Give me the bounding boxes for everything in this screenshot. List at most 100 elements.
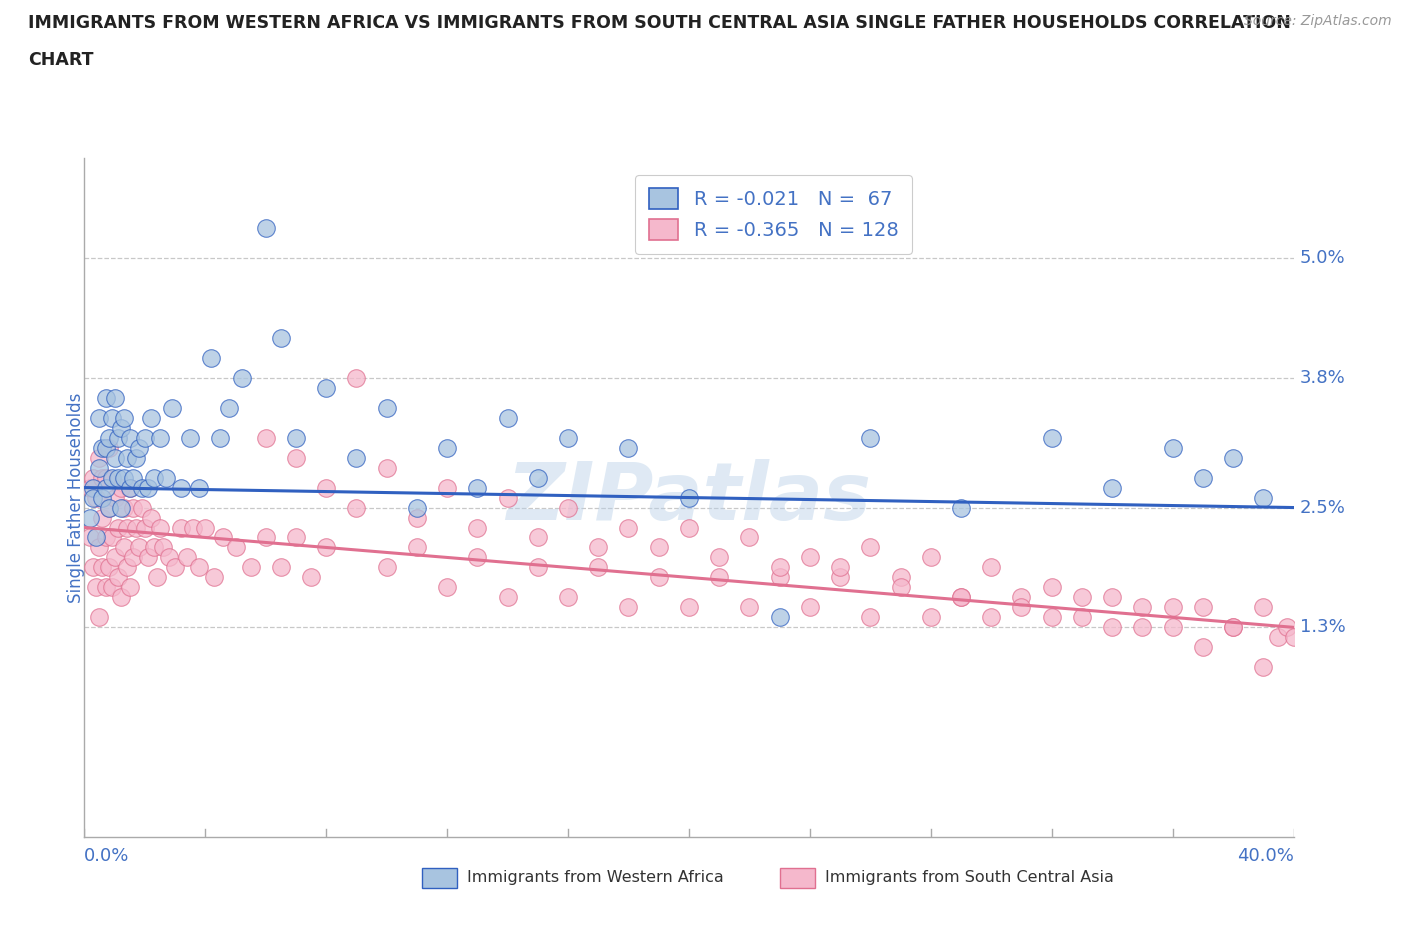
Point bbox=[91, 440, 114, 455]
Point bbox=[738, 530, 761, 545]
Point bbox=[112, 540, 135, 555]
Point bbox=[799, 600, 821, 615]
Point bbox=[97, 560, 120, 575]
Text: 2.5%: 2.5% bbox=[1299, 498, 1346, 516]
Point bbox=[617, 440, 640, 455]
Point bbox=[1222, 450, 1244, 465]
Point bbox=[94, 391, 117, 405]
Point bbox=[406, 540, 429, 555]
Point bbox=[709, 550, 731, 565]
Point bbox=[496, 410, 519, 425]
Point bbox=[467, 550, 489, 565]
Point bbox=[146, 570, 169, 585]
Point bbox=[647, 540, 671, 555]
Point bbox=[1130, 620, 1153, 635]
Point bbox=[136, 550, 159, 565]
Point bbox=[89, 610, 111, 625]
Point bbox=[270, 330, 292, 345]
Point bbox=[107, 570, 129, 585]
Point bbox=[830, 570, 852, 585]
Point bbox=[212, 530, 235, 545]
Point bbox=[1101, 620, 1123, 635]
Point bbox=[170, 520, 193, 535]
Point bbox=[118, 480, 141, 495]
Text: 40.0%: 40.0% bbox=[1237, 846, 1294, 865]
Point bbox=[315, 480, 337, 495]
Point bbox=[200, 351, 222, 365]
Point bbox=[112, 471, 135, 485]
Point bbox=[1071, 610, 1094, 625]
Point bbox=[588, 540, 610, 555]
Point bbox=[115, 450, 138, 465]
Point bbox=[89, 460, 111, 475]
Point bbox=[346, 500, 368, 515]
Point bbox=[346, 450, 368, 465]
Point bbox=[920, 550, 942, 565]
Text: 1.3%: 1.3% bbox=[1299, 618, 1346, 636]
Point bbox=[859, 540, 882, 555]
Point bbox=[1222, 620, 1244, 635]
Point bbox=[1040, 580, 1063, 595]
Point bbox=[406, 510, 429, 525]
Point bbox=[1251, 490, 1274, 505]
Point bbox=[79, 510, 101, 525]
Point bbox=[678, 490, 700, 505]
Point bbox=[188, 560, 211, 575]
Point bbox=[170, 480, 193, 495]
Text: CHART: CHART bbox=[28, 51, 94, 69]
Point bbox=[118, 480, 141, 495]
Point bbox=[134, 431, 156, 445]
Point bbox=[830, 560, 852, 575]
Point bbox=[179, 431, 201, 445]
Point bbox=[375, 400, 398, 415]
Point bbox=[97, 431, 120, 445]
Point bbox=[94, 530, 117, 545]
Point bbox=[107, 471, 129, 485]
Point bbox=[617, 600, 640, 615]
Point bbox=[91, 471, 114, 485]
Point bbox=[110, 590, 132, 604]
Point bbox=[270, 560, 292, 575]
Text: IMMIGRANTS FROM WESTERN AFRICA VS IMMIGRANTS FROM SOUTH CENTRAL ASIA SINGLE FATH: IMMIGRANTS FROM WESTERN AFRICA VS IMMIGR… bbox=[28, 14, 1291, 32]
Point bbox=[225, 540, 247, 555]
Point bbox=[1161, 620, 1184, 635]
Point bbox=[115, 560, 138, 575]
Point bbox=[799, 550, 821, 565]
Point bbox=[769, 560, 792, 575]
Point bbox=[284, 450, 308, 465]
Point bbox=[950, 590, 973, 604]
Point bbox=[1222, 620, 1244, 635]
Point bbox=[315, 540, 337, 555]
Point bbox=[375, 460, 398, 475]
Point bbox=[557, 590, 579, 604]
Point bbox=[950, 500, 973, 515]
Point bbox=[112, 500, 135, 515]
Point bbox=[121, 500, 143, 515]
Point bbox=[131, 480, 153, 495]
Point bbox=[980, 610, 1002, 625]
Point bbox=[1277, 620, 1299, 635]
Point bbox=[375, 560, 398, 575]
Point bbox=[82, 480, 104, 495]
Point bbox=[890, 580, 912, 595]
Point bbox=[496, 590, 519, 604]
Point bbox=[194, 520, 217, 535]
Point bbox=[131, 500, 153, 515]
Point bbox=[110, 500, 132, 515]
Point bbox=[254, 431, 277, 445]
Point bbox=[617, 520, 640, 535]
Point bbox=[1251, 600, 1274, 615]
Point bbox=[94, 440, 117, 455]
Point bbox=[104, 550, 127, 565]
Point bbox=[647, 570, 671, 585]
Point bbox=[128, 540, 150, 555]
Point bbox=[97, 500, 120, 515]
Point bbox=[97, 440, 120, 455]
Point bbox=[284, 431, 308, 445]
Point bbox=[1191, 640, 1213, 655]
Point bbox=[91, 560, 114, 575]
Point bbox=[149, 520, 172, 535]
Point bbox=[467, 480, 489, 495]
Point bbox=[157, 550, 180, 565]
Point bbox=[1101, 590, 1123, 604]
